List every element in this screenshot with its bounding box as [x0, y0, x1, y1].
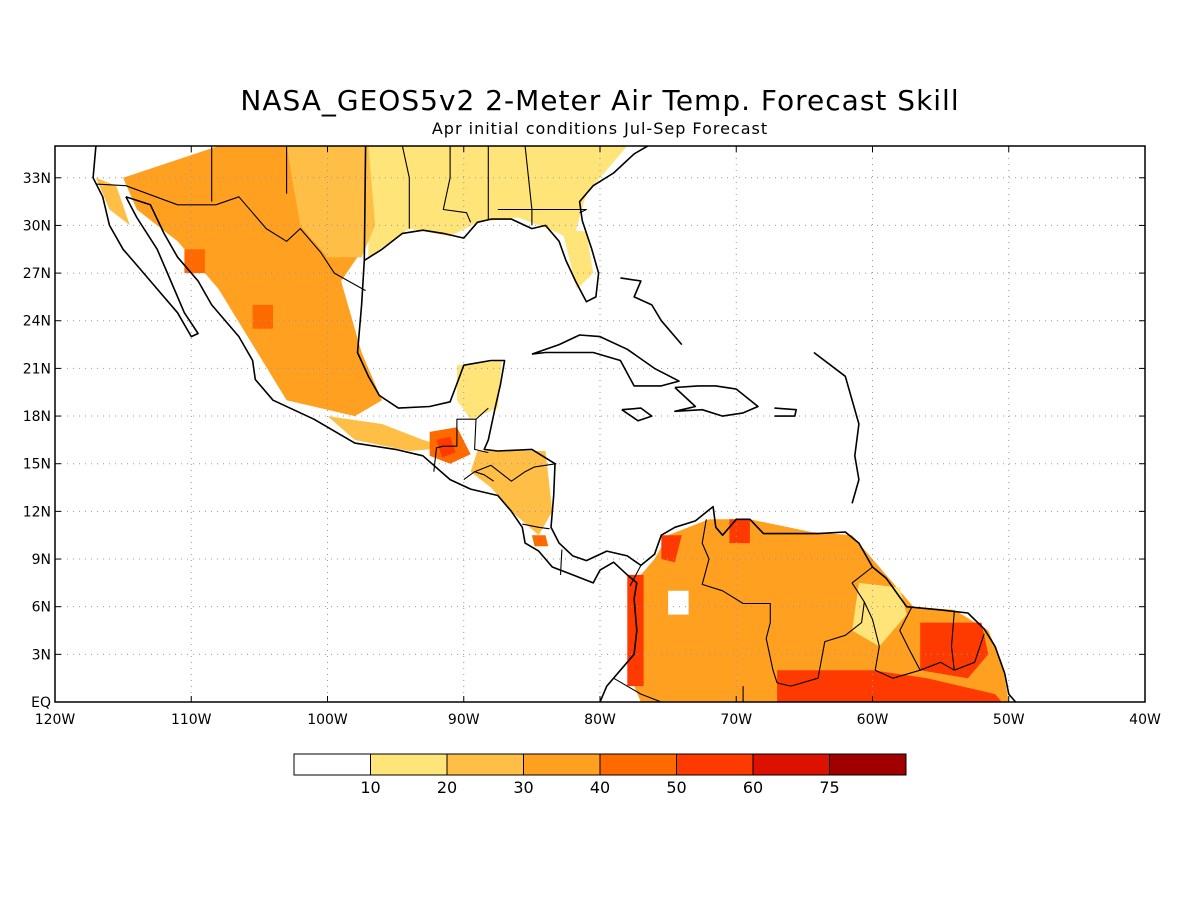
- colorbar-swatch: [523, 753, 601, 776]
- map-subtitle: Apr initial conditions Jul-Sep Forecast: [431, 119, 769, 138]
- border-3: [401, 146, 410, 229]
- coastline-2: [356, 146, 1017, 702]
- colorbar-label: 50: [666, 778, 686, 797]
- skill-fill-layer: [95, 146, 1009, 702]
- coastline-6: [621, 407, 653, 422]
- lat-tick-label: 33N: [23, 171, 51, 187]
- border-20: [950, 611, 955, 671]
- skill-region-amazon-north-hot: [777, 670, 1002, 702]
- coastline-0: [92, 146, 199, 338]
- colorbar-label: 40: [590, 778, 610, 797]
- border-layer: [95, 146, 985, 702]
- skill-region-yucatan: [456, 360, 502, 420]
- lon-tick-label: 40W: [1129, 712, 1161, 728]
- coastline-3: [363, 146, 649, 303]
- map-title: NASA_GEOS5v2 2-Meter Air Temp. Forecast …: [240, 84, 960, 117]
- skill-region-florida: [561, 228, 594, 289]
- lat-tick-label: 15N: [23, 457, 51, 473]
- lon-tick-label: 60W: [857, 712, 889, 728]
- lon-tick-label: 110W: [171, 712, 212, 728]
- skill-region-honduras-nicaragua: [470, 451, 553, 536]
- colorbar-swatch: [599, 753, 677, 776]
- border-21: [954, 633, 985, 671]
- coastline-layer: [92, 146, 1017, 702]
- lat-tick-label: 9N: [32, 552, 51, 568]
- skill-region-costa-rica-spot: [531, 535, 549, 547]
- lon-tick-label: 50W: [993, 712, 1025, 728]
- lat-tick-label: 24N: [23, 314, 51, 330]
- border-4: [442, 146, 472, 223]
- colorbar-swatch: [829, 753, 907, 776]
- colorbar-swatch: [446, 753, 524, 776]
- border-0: [95, 183, 366, 292]
- coastline-8: [813, 351, 860, 504]
- colorbar: 10 20 30 40 50 60 75: [293, 753, 907, 797]
- skill-region-colombia-center-pale: [668, 590, 689, 615]
- lat-tick-label: EQ: [31, 695, 51, 711]
- lat-tick-label: 18N: [23, 409, 51, 425]
- colorbar-label: 20: [437, 778, 457, 797]
- coastline-5: [674, 385, 759, 417]
- lat-tick-label: 6N: [32, 600, 51, 616]
- skill-region-guyana-pale: [852, 582, 907, 647]
- border-19: [899, 606, 955, 671]
- lat-tick-label: 3N: [32, 647, 51, 663]
- skill-region-sonora-patch: [184, 249, 205, 274]
- skill-region-venezuela-hot: [729, 519, 750, 544]
- border-9: [474, 419, 489, 454]
- border-16: [776, 566, 873, 687]
- lat-tick-label: 30N: [23, 218, 51, 234]
- lon-tick-label: 90W: [448, 712, 480, 728]
- border-18: [863, 601, 921, 679]
- lat-tick-label: 27N: [23, 266, 51, 282]
- skill-region-colombia-north-hot: [661, 535, 682, 563]
- coastline-1: [125, 196, 638, 702]
- border-10: [463, 471, 495, 482]
- colorbar-label: 30: [513, 778, 533, 797]
- lon-tick-label: 100W: [307, 712, 348, 728]
- lat-tick-label: 21N: [23, 361, 51, 377]
- coastline-4: [531, 334, 680, 387]
- skill-region-baja-north: [95, 177, 130, 226]
- colorbar-swatch: [293, 753, 371, 776]
- border-15: [701, 519, 778, 684]
- border-11: [474, 463, 557, 482]
- border-13: [559, 549, 563, 575]
- coastline-7: [774, 407, 798, 417]
- skill-region-texas-interior: [286, 146, 376, 258]
- colorbar-label: 10: [360, 778, 380, 797]
- lat-tick-label: 12N: [23, 504, 51, 520]
- lon-tick-label: 70W: [720, 712, 752, 728]
- border-12: [522, 523, 550, 530]
- skill-region-durango-patch: [252, 304, 273, 329]
- colorbar-swatch: [676, 753, 754, 776]
- skill-region-southern-mexico-coast: [327, 416, 451, 451]
- skill-region-suriname-french-guiana-hot: [920, 622, 989, 679]
- border-22: [613, 677, 663, 702]
- colorbar-label: 60: [743, 778, 763, 797]
- colorbar-swatch: [370, 753, 448, 776]
- border-7: [497, 208, 587, 214]
- border-14: [629, 565, 642, 587]
- lon-tick-label: 120W: [35, 712, 76, 728]
- colorbar-swatch: [752, 753, 830, 776]
- coastline-9: [620, 277, 683, 346]
- colorbar-label: 75: [819, 778, 839, 797]
- skill-region-guatemala-core: [436, 436, 456, 458]
- lon-tick-label: 80W: [584, 712, 616, 728]
- axis-ticks: 120W 110W 100W 90W 80W 70W 60W 50W 40W EQ 3N 6N 9N 12…: [23, 146, 1161, 728]
